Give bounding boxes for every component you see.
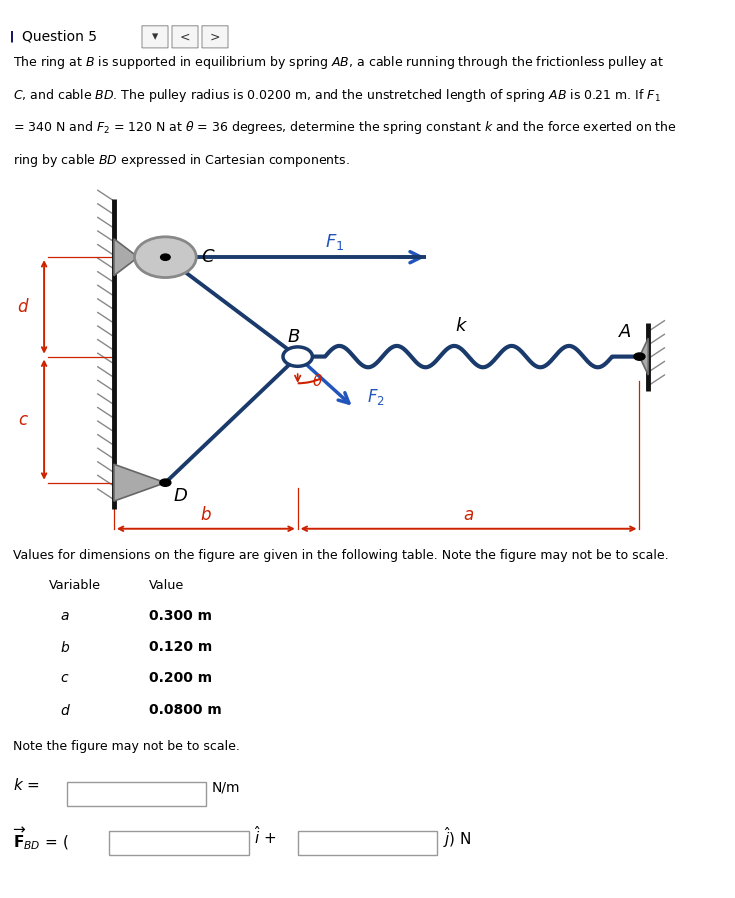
Text: $b$: $b$ <box>60 640 70 656</box>
Text: $C$: $C$ <box>201 248 215 266</box>
Text: $C$, and cable $BD$. The pulley radius is 0.0200 m, and the unstretched length o: $C$, and cable $BD$. The pulley radius i… <box>13 86 661 103</box>
Text: ring by cable $BD$ expressed in Cartesian components.: ring by cable $BD$ expressed in Cartesia… <box>13 152 350 169</box>
Text: $c$: $c$ <box>60 672 69 685</box>
FancyBboxPatch shape <box>202 26 228 48</box>
Text: $a$: $a$ <box>60 609 69 623</box>
Text: $\hat{i}$ +: $\hat{i}$ + <box>254 825 276 847</box>
Text: $\theta$: $\theta$ <box>312 373 323 389</box>
Text: Question 5: Question 5 <box>22 30 97 44</box>
Text: 0.120 m: 0.120 m <box>148 640 212 654</box>
Text: $F_1$: $F_1$ <box>325 232 344 251</box>
FancyBboxPatch shape <box>142 26 168 48</box>
Text: $k$ =: $k$ = <box>13 778 40 794</box>
Polygon shape <box>639 339 648 375</box>
Circle shape <box>283 347 312 366</box>
Text: $k$: $k$ <box>455 317 467 335</box>
Text: $c$: $c$ <box>18 410 29 428</box>
Text: Variable: Variable <box>49 578 101 592</box>
Polygon shape <box>114 239 138 276</box>
Text: $\overrightarrow{\mathbf{F}}_{BD}$ = (: $\overrightarrow{\mathbf{F}}_{BD}$ = ( <box>13 825 69 852</box>
Text: 0.0800 m: 0.0800 m <box>148 702 221 717</box>
Text: The ring at $B$ is supported in equilibrium by spring $AB$, a cable running thro: The ring at $B$ is supported in equilibr… <box>13 54 664 71</box>
Text: N/m: N/m <box>212 781 240 795</box>
FancyBboxPatch shape <box>172 26 198 48</box>
Text: ▾: ▾ <box>152 31 158 43</box>
Text: <: < <box>180 31 190 43</box>
Text: $\hat{j}$) N: $\hat{j}$) N <box>443 825 472 850</box>
Text: $a$: $a$ <box>463 506 474 524</box>
Text: $b$: $b$ <box>200 506 212 524</box>
Text: $d$: $d$ <box>60 702 71 718</box>
Text: Note the figure may not be to scale.: Note the figure may not be to scale. <box>13 740 240 753</box>
Text: $D$: $D$ <box>173 487 187 505</box>
Text: 0.300 m: 0.300 m <box>148 609 212 623</box>
Text: $d$: $d$ <box>17 298 30 316</box>
Text: $B$: $B$ <box>287 328 301 346</box>
Text: = 340 N and $F_2$ = 120 N at $\theta$ = 36 degrees, determine the spring constan: = 340 N and $F_2$ = 120 N at $\theta$ = … <box>13 119 677 136</box>
Text: 0.200 m: 0.200 m <box>148 672 212 685</box>
Text: Values for dimensions on the figure are given in the following table. Note the f: Values for dimensions on the figure are … <box>13 549 669 561</box>
FancyBboxPatch shape <box>298 831 437 855</box>
Circle shape <box>160 479 171 487</box>
Polygon shape <box>114 464 165 501</box>
Text: $A$: $A$ <box>617 323 632 341</box>
FancyBboxPatch shape <box>67 782 206 806</box>
FancyBboxPatch shape <box>110 831 248 855</box>
Circle shape <box>160 254 170 260</box>
Text: Value: Value <box>148 578 184 592</box>
Text: >: > <box>209 31 220 43</box>
Circle shape <box>135 237 196 277</box>
Text: $F_2$: $F_2$ <box>367 387 385 407</box>
Circle shape <box>634 353 645 360</box>
